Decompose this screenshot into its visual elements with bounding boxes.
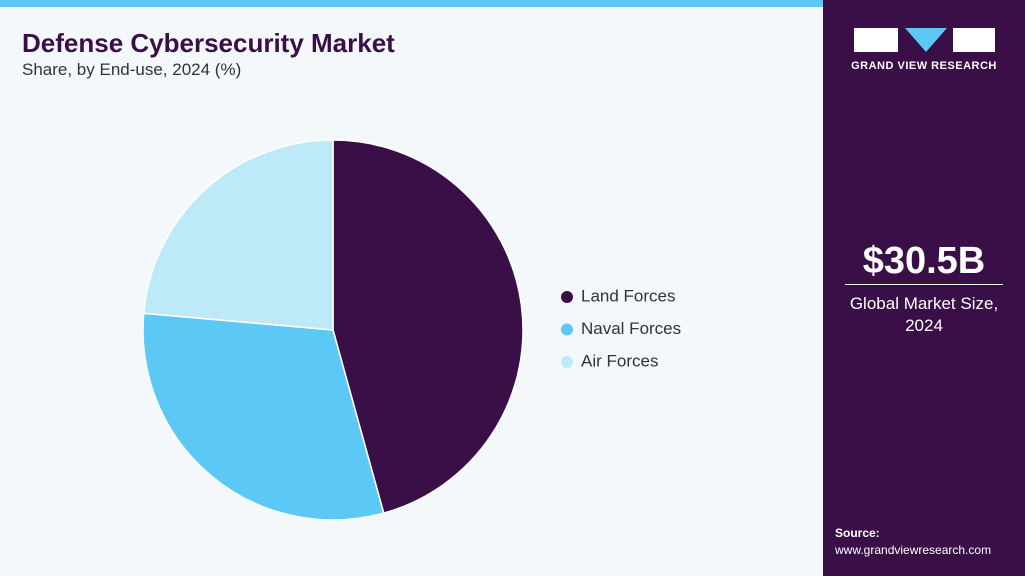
chart-subtitle: Share, by End-use, 2024 (%) — [22, 60, 242, 79]
legend-label: Land Forces — [581, 286, 676, 305]
pie-slice — [332, 139, 524, 515]
chart-title: Defense Cybersecurity Market — [22, 28, 395, 58]
chart-area: Defense Cybersecurity Market Share, by E… — [0, 0, 823, 521]
chart: Land Forces Naval Forces Air Forces — [142, 139, 681, 521]
brand: GRAND VIEW RESEARCH — [851, 60, 997, 72]
legend-swatch — [561, 356, 573, 368]
logo-block — [854, 28, 898, 52]
legend-swatch — [561, 291, 573, 303]
logo — [854, 28, 995, 52]
pie-slice — [142, 312, 385, 521]
top-bar — [0, 0, 823, 7]
legend-label: Naval Forces — [581, 319, 681, 338]
legend-label: Air Forces — [581, 351, 658, 370]
market-size: $30.5B — [862, 240, 986, 282]
divider — [845, 284, 1003, 285]
market-size-label: Global Market Size, 2024 — [849, 294, 999, 335]
legend-swatch — [561, 323, 573, 336]
logo-block — [905, 28, 947, 52]
source-label: Source: — [835, 526, 880, 540]
source-url: www.grandviewresearch.com — [835, 543, 992, 557]
side-panel: GRAND VIEW RESEARCH $30.5B Global Market… — [823, 0, 1025, 576]
pie-slice — [142, 139, 334, 331]
logo-block — [953, 28, 995, 52]
